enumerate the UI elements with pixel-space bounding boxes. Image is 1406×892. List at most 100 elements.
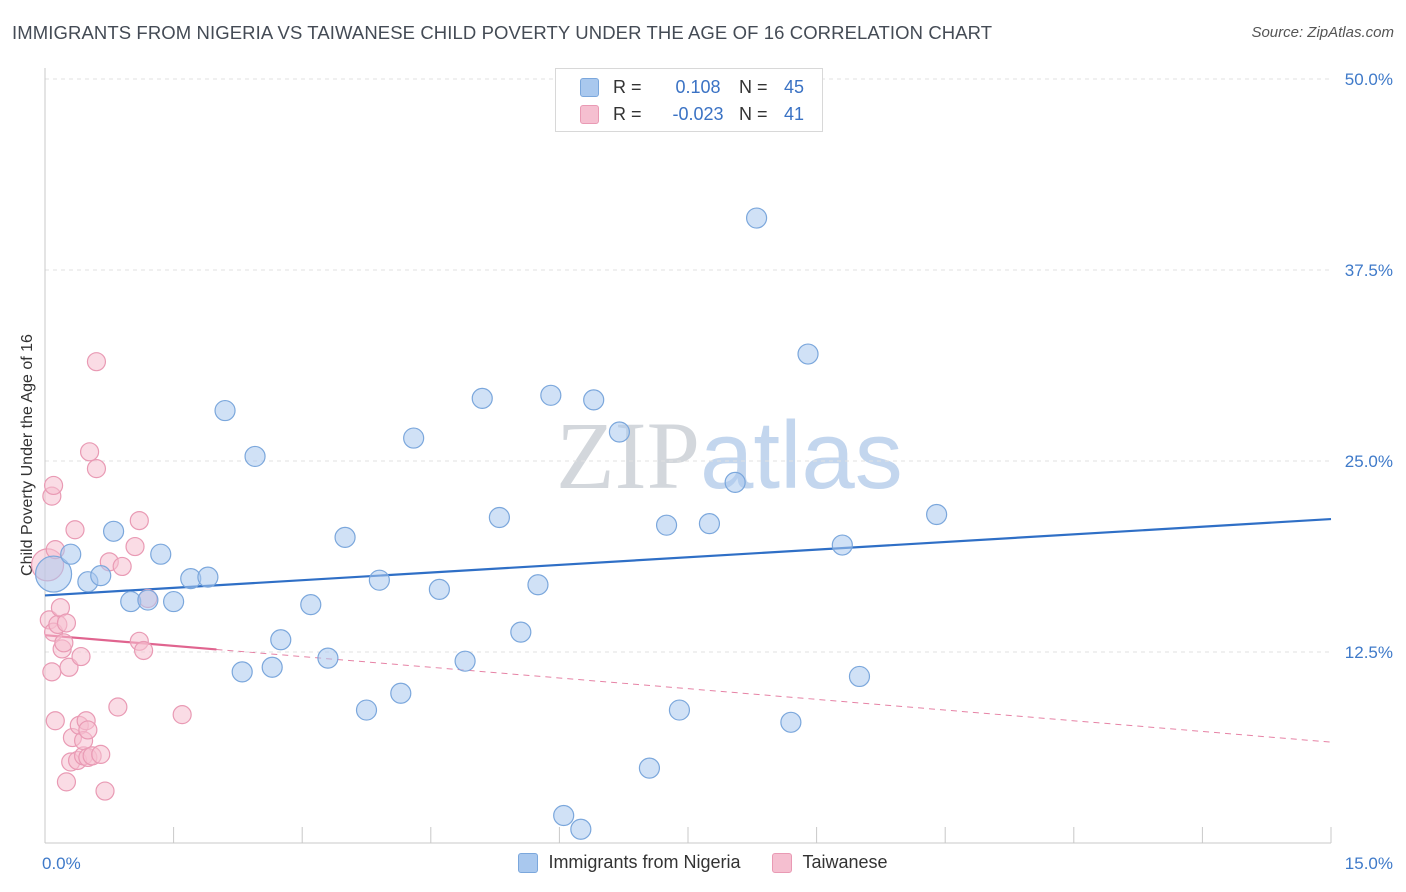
data-point-taiwanese: [45, 711, 65, 731]
data-point-nigeria: [831, 534, 853, 556]
legend-row-nigeria: R = 0.108 N = 45: [556, 73, 809, 101]
data-point-nigeria: [428, 578, 450, 600]
legend-r-label: R =: [613, 103, 642, 124]
data-point-nigeria: [510, 621, 532, 643]
data-point-taiwanese: [65, 520, 85, 540]
data-point-nigeria: [137, 589, 159, 611]
legend-n-value: 41: [783, 103, 805, 124]
legend-swatch-pink: [580, 104, 599, 124]
data-point-nigeria: [334, 526, 356, 549]
source-credit: Source: ZipAtlas.com: [1251, 24, 1394, 41]
legend-n-label: N =: [739, 103, 768, 124]
data-point-nigeria: [745, 207, 768, 229]
data-point-nigeria: [390, 682, 412, 704]
data-point-nigeria: [553, 804, 575, 827]
data-point-nigeria: [583, 389, 605, 411]
data-point-taiwanese: [86, 459, 107, 479]
data-point-nigeria: [270, 629, 292, 651]
data-point-taiwanese: [86, 352, 107, 372]
data-point-nigeria: [540, 384, 562, 406]
x-tick-label: 15.0%: [1345, 854, 1393, 873]
data-point-taiwanese: [56, 613, 77, 633]
axes: [44, 68, 1332, 844]
data-point-nigeria: [698, 513, 721, 535]
data-point-nigeria: [317, 647, 339, 669]
data-point-nigeria: [368, 569, 390, 591]
data-point-taiwanese: [133, 640, 154, 661]
data-point-nigeria: [214, 399, 236, 422]
legend-r-value: 0.108: [675, 76, 721, 97]
stats-legend: R = 0.108 N = 45 R = -0.023 N = 41: [555, 68, 823, 132]
data-point-nigeria: [655, 514, 678, 536]
data-point-taiwanese: [78, 720, 98, 740]
data-point-nigeria: [244, 445, 266, 468]
data-point-taiwanese: [125, 536, 145, 557]
data-point-nigeria: [90, 564, 112, 587]
data-point-nigeria: [403, 427, 425, 449]
data-point-taiwanese: [112, 556, 132, 577]
legend-n-label: N =: [739, 76, 768, 97]
data-point-nigeria: [570, 818, 592, 840]
data-point-nigeria: [261, 656, 283, 678]
series-legend: Immigrants from Nigeria Taiwanese: [0, 852, 1406, 873]
y-tick-label: 37.5%: [1345, 261, 1393, 280]
chart-title: IMMIGRANTS FROM NIGERIA VS TAIWANESE CHI…: [12, 22, 993, 43]
series-legend-nigeria: Immigrants from Nigeria: [518, 852, 740, 873]
data-point-taiwanese: [95, 781, 115, 801]
data-point-nigeria: [355, 699, 378, 721]
y-tick-label: 25.0%: [1345, 452, 1393, 471]
tick-labels: 12.5% 25.0% 37.5% 50.0% 0.0% 15.0%: [42, 70, 1393, 873]
series-name: Taiwanese: [802, 852, 888, 872]
legend-swatch-blue: [580, 77, 599, 97]
grid-lines: [45, 78, 1331, 653]
data-point-nigeria: [60, 543, 82, 565]
data-point-nigeria: [231, 661, 253, 683]
data-point-taiwanese: [108, 697, 128, 717]
trend-line-nigeria: [44, 517, 1332, 597]
trend-line-taiwanese-extension: [216, 648, 1332, 743]
data-point-taiwanese: [71, 646, 91, 667]
data-point-taiwanese: [43, 475, 64, 496]
data-point-nigeria: [780, 711, 802, 733]
data-point-nigeria: [102, 520, 125, 542]
data-point-nigeria: [300, 594, 322, 616]
series-legend-taiwanese: Taiwanese: [772, 852, 888, 873]
data-point-nigeria: [150, 543, 172, 565]
data-point-nigeria: [163, 590, 185, 613]
data-point-nigeria: [668, 699, 691, 721]
data-point-nigeria: [471, 387, 493, 409]
series-swatch-pink: [772, 852, 793, 873]
data-point-taiwanese: [172, 705, 192, 725]
data-point-taiwanese: [129, 510, 149, 531]
data-point-taiwanese: [91, 744, 111, 764]
legend-n-value: 45: [783, 76, 805, 97]
data-point-taiwanese: [42, 662, 62, 682]
data-point-nigeria: [527, 574, 549, 596]
data-point-nigeria: [488, 506, 510, 529]
data-point-nigeria: [638, 757, 661, 779]
data-point-taiwanese: [54, 633, 74, 653]
data-point-nigeria: [724, 471, 746, 493]
legend-r-value: -0.023: [672, 103, 724, 124]
data-point-nigeria: [454, 650, 476, 672]
legend-row-taiwanese: R = -0.023 N = 41: [556, 100, 809, 128]
series-swatch-blue: [518, 852, 539, 873]
watermark-zip: ZIP: [556, 402, 700, 509]
data-point-nigeria: [797, 343, 819, 365]
data-point-nigeria: [34, 555, 73, 593]
data-point-nigeria: [926, 503, 948, 526]
watermark: ZIPatlas: [556, 400, 903, 511]
data-point-nigeria: [197, 566, 219, 588]
data-point-taiwanese: [79, 442, 100, 462]
data-point-nigeria: [848, 665, 871, 688]
x-tick-label: 0.0%: [42, 854, 81, 873]
series-name: Immigrants from Nigeria: [548, 852, 741, 872]
data-points: [30, 207, 948, 840]
data-point-taiwanese: [56, 772, 77, 792]
legend-r-label: R =: [613, 76, 642, 97]
data-point-nigeria: [608, 421, 631, 443]
data-point-taiwanese: [59, 657, 79, 677]
y-tick-label: 50.0%: [1345, 70, 1393, 89]
y-tick-label: 12.5%: [1345, 643, 1393, 662]
